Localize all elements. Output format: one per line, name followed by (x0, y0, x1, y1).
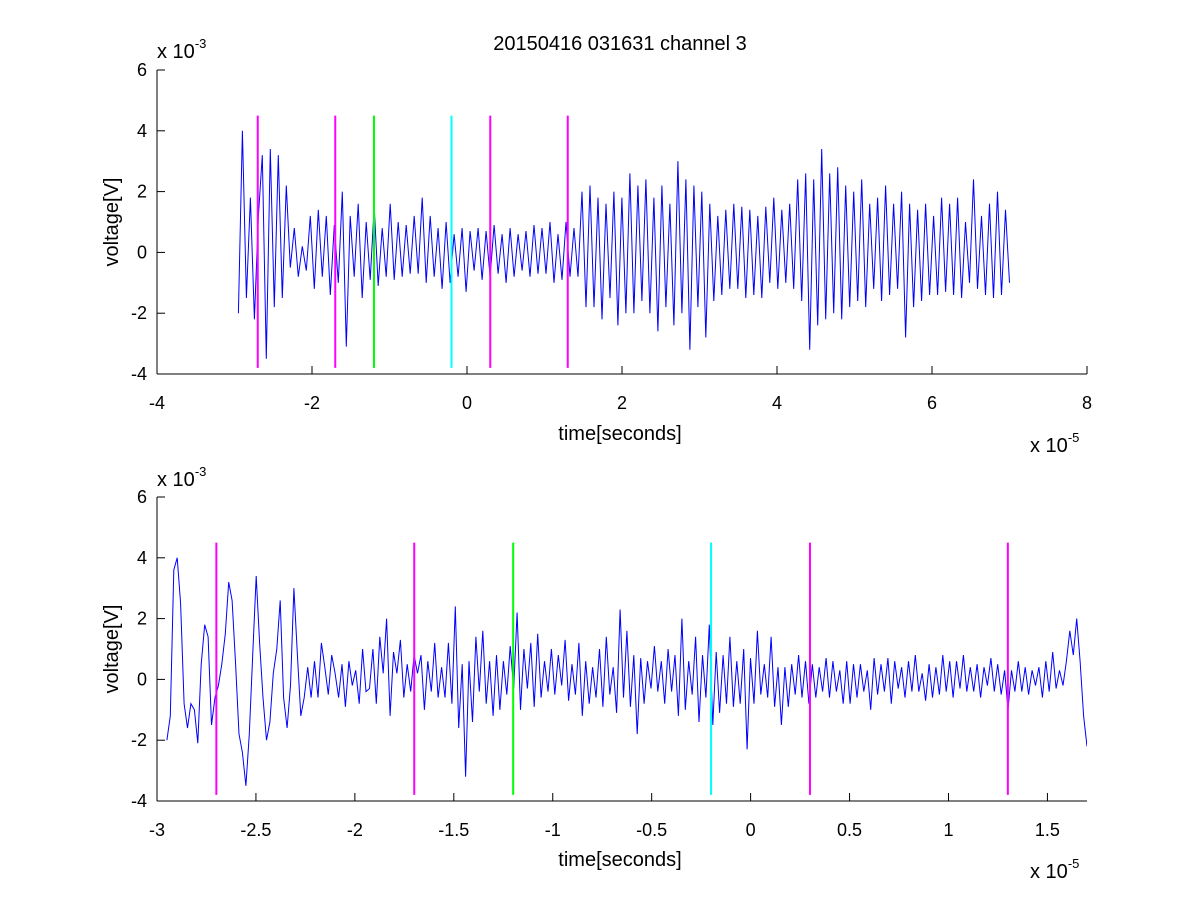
y-tick-label: 0 (137, 242, 147, 262)
y-tick-label: 4 (137, 121, 147, 141)
x-exponent-label: x 10-5 (1030, 856, 1079, 883)
y-tick-label: 6 (137, 487, 147, 507)
chart-1: -4 -2 0 2 4 6 8 -4 -2 0 2 4 6 time[seconds] voltage[V]… (101, 36, 1092, 457)
x-exponent: -5 (1068, 856, 1080, 871)
y-axis-label: voltage[V] (101, 605, 123, 694)
y-multiplier: x 10 (157, 41, 195, 63)
y-tick-label: -4 (131, 364, 147, 384)
series-line-1 (166, 557, 1087, 786)
y-exponent-label: x 10-3 (157, 464, 206, 491)
y-exponent: -3 (195, 464, 207, 479)
y-tick-label: -4 (131, 791, 147, 811)
y-exponent: -3 (195, 36, 207, 51)
x-axis-label: time[seconds] (558, 423, 681, 445)
x-tick-label: -1 (545, 820, 561, 840)
y-tick-label: -2 (131, 730, 147, 750)
x-tick-label: -2 (347, 820, 363, 840)
x-tick-label: 8 (1082, 393, 1092, 413)
x-axis-label: time[seconds] (558, 849, 681, 871)
x-tick-label: 6 (927, 393, 937, 413)
chart-2: -3 -2.5 -2 -1.5 -1 -0.5 0 0.5 1 1.5 -4 -2 0 2 4 6 time[s… (101, 464, 1087, 883)
y-tick-label: -2 (131, 303, 147, 323)
y-tick-label: 2 (137, 609, 147, 629)
x-multiplier: x 10 (1030, 435, 1068, 457)
x-exponent-label: x 10-5 (1030, 430, 1079, 457)
y-exponent-label: x 10-3 (157, 36, 206, 63)
y-tick-label: 6 (137, 60, 147, 80)
x-tick-label: -0.5 (636, 820, 667, 840)
x-tick-label: 0.5 (837, 820, 862, 840)
x-tick-label: 0 (746, 820, 756, 840)
x-tick-label: -4 (149, 393, 165, 413)
x-tick-label: 1.5 (1035, 820, 1060, 840)
x-tick-label: -2 (304, 393, 320, 413)
x-tick-label: -1.5 (438, 820, 469, 840)
x-multiplier: x 10 (1030, 861, 1068, 883)
x-tick-label: 0 (462, 393, 472, 413)
y-tick-label: 0 (137, 669, 147, 689)
y-tick-label: 4 (137, 548, 147, 568)
figure-title: 20150416 031631 channel 3 (493, 33, 747, 55)
y-multiplier: x 10 (157, 469, 195, 491)
x-tick-label: 2 (617, 393, 627, 413)
y-tick-label: 2 (137, 182, 147, 202)
x-tick-label: 4 (772, 393, 782, 413)
series-line-1 (237, 130, 1010, 359)
y-axis-label: voltage[V] (101, 178, 123, 267)
x-tick-label: -2.5 (240, 820, 271, 840)
x-tick-label: -3 (149, 820, 165, 840)
x-tick-label: 1 (943, 820, 953, 840)
x-exponent: -5 (1068, 430, 1080, 445)
